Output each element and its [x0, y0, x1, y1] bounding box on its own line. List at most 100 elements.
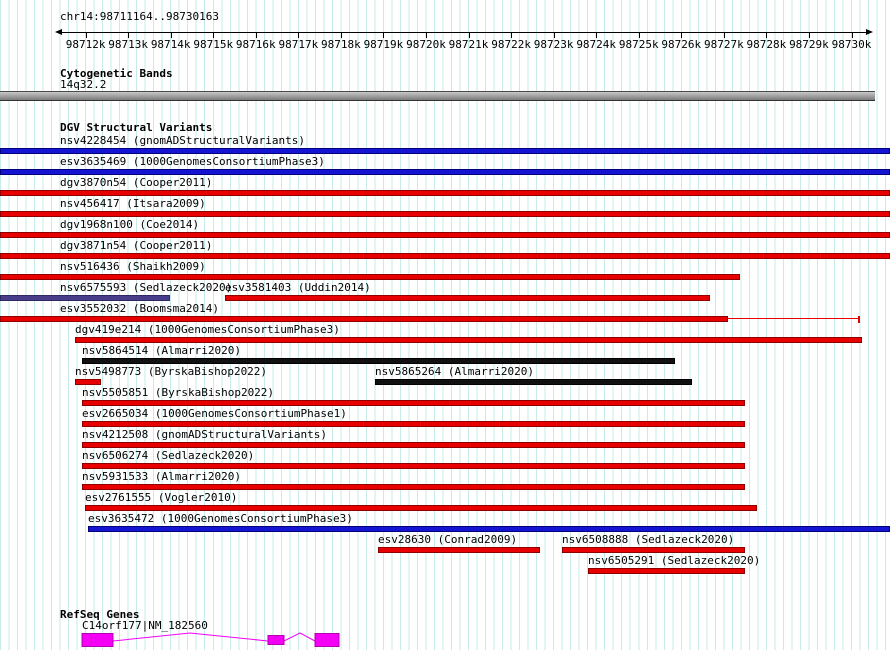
ruler-tick: [255, 32, 257, 38]
ruler-tick-label: 98730k: [831, 38, 872, 51]
variant-label[interactable]: dgv3871n54 (Cooper2011): [60, 239, 213, 252]
ruler-tick: [723, 32, 725, 38]
variant-bar[interactable]: [225, 295, 710, 301]
exon-box[interactable]: [267, 635, 285, 645]
ruler-tick-label: 98726k: [661, 38, 702, 51]
cytoband-label: 14q32.2: [60, 78, 107, 91]
variant-label[interactable]: nsv5931533 (Almarri2020): [82, 470, 241, 483]
ruler-tick: [426, 32, 427, 38]
variant-extension-endcap: [858, 316, 860, 323]
variant-label[interactable]: nsv4228454 (gnomADStructuralVariants): [60, 134, 306, 147]
ruler-tick-label: 98713k: [108, 38, 149, 51]
ruler-tick: [85, 32, 87, 38]
variant-label[interactable]: nsv456417 (Itsara2009): [60, 197, 206, 210]
intron-line: [112, 632, 269, 642]
variant-bar[interactable]: [0, 190, 890, 196]
ruler-tick-label: 98722k: [491, 38, 531, 51]
ruler-tick: [128, 32, 130, 38]
variant-label[interactable]: nsv6575593 (Sedlazeck2020): [60, 281, 233, 294]
variant-label[interactable]: nsv6505291 (Sedlazeck2020): [588, 554, 761, 567]
variant-bar[interactable]: [0, 148, 890, 154]
ruler-tick-label: 98715k: [193, 38, 234, 51]
variant-bar[interactable]: [0, 211, 890, 217]
variant-label[interactable]: nsv5865264 (Almarri2020): [375, 365, 534, 378]
ruler-tick-label: 98724k: [576, 38, 617, 51]
variant-bar[interactable]: [75, 379, 101, 385]
variant-label[interactable]: esv2665034 (1000GenomesConsortiumPhase1): [82, 407, 347, 420]
variant-bar[interactable]: [0, 274, 740, 280]
variant-bar[interactable]: [562, 547, 745, 553]
variant-bar[interactable]: [88, 526, 890, 532]
variant-bar[interactable]: [375, 379, 692, 385]
ruler-tick-label: 98725k: [618, 38, 659, 51]
refseq-genes-title: RefSeq Genes: [60, 608, 140, 621]
ruler-tick-label: 98721k: [448, 38, 489, 51]
variant-label[interactable]: esv3635469 (1000GenomesConsortiumPhase3): [60, 155, 325, 168]
ruler-tick-label: 98714k: [150, 38, 191, 51]
ruler-tick: [383, 32, 385, 38]
ruler-tick-label: 98727k: [703, 38, 744, 51]
ruler-tick: [298, 32, 300, 38]
variant-label[interactable]: dgv3870n54 (Cooper2011): [60, 176, 213, 189]
variant-label[interactable]: nsv4212508 (gnomADStructuralVariants): [82, 428, 328, 441]
variant-label[interactable]: nsv5505851 (ByrskaBishop2022): [82, 386, 275, 399]
ruler-tick-label: 98728k: [746, 38, 787, 51]
ruler-tick: [553, 32, 555, 38]
ruler-tick: [468, 32, 470, 38]
variant-bar[interactable]: [0, 316, 728, 322]
ruler-tick: [808, 32, 810, 38]
ruler-tick: [681, 32, 683, 38]
variant-label[interactable]: esv3552032 (Boomsma2014): [60, 302, 219, 315]
gene-label[interactable]: C14orf177|NM_182560: [82, 619, 208, 632]
variant-label[interactable]: esv3581403 (Uddin2014): [225, 281, 371, 294]
variant-bar[interactable]: [0, 295, 170, 301]
ruler-tick: [766, 32, 768, 38]
variant-bar[interactable]: [82, 484, 745, 490]
ruler-tick: [340, 32, 342, 38]
variant-label[interactable]: nsv516436 (Shaikh2009): [60, 260, 206, 273]
variant-label[interactable]: dgv1968n100 (Coe2014): [60, 218, 200, 231]
ruler-tick-label: 98717k: [278, 38, 319, 51]
variant-bar[interactable]: [85, 505, 757, 511]
variant-bar[interactable]: [82, 463, 745, 469]
ruler-tick-label: 98718k: [321, 38, 361, 51]
cytogenetic-bands-title: Cytogenetic Bands: [60, 67, 173, 80]
variant-bar[interactable]: [0, 169, 890, 175]
variant-bar[interactable]: [82, 442, 745, 448]
variant-label[interactable]: nsv5864514 (Almarri2020): [82, 344, 241, 357]
ruler-tick-label: 98729k: [789, 38, 829, 51]
variant-bar[interactable]: [75, 337, 862, 343]
gene-glyph[interactable]: [0, 628, 360, 650]
variant-label[interactable]: nsv6506274 (Sedlazeck2020): [82, 449, 255, 462]
ruler-tick: [851, 32, 853, 38]
ruler-left-arrow-icon: [55, 29, 62, 35]
variant-bar[interactable]: [0, 232, 890, 238]
variant-bar[interactable]: [82, 400, 745, 406]
variant-bar[interactable]: [588, 568, 745, 574]
variant-label[interactable]: nsv6508888 (Sedlazeck2020): [562, 533, 735, 546]
variant-label[interactable]: esv3635472 (1000GenomesConsortiumPhase3): [88, 512, 353, 525]
variant-label[interactable]: dgv419e214 (1000GenomesConsortiumPhase3): [75, 323, 340, 336]
variant-label[interactable]: esv28630 (Conrad2009): [378, 533, 518, 546]
variant-bar[interactable]: [0, 253, 890, 259]
variant-label[interactable]: nsv5498773 (ByrskaBishop2022): [75, 365, 268, 378]
variant-label[interactable]: esv2761555 (Vogler2010): [85, 491, 238, 504]
ruler-tick: [596, 32, 598, 38]
variant-bar[interactable]: [82, 358, 675, 364]
ruler-tick: [511, 32, 513, 38]
ruler-tick: [638, 32, 640, 38]
intron-line: [283, 632, 316, 642]
exon-box[interactable]: [81, 633, 114, 647]
ruler-tick-label: 98716k: [235, 38, 276, 51]
ruler-line: [62, 32, 866, 33]
variant-bar[interactable]: [378, 547, 540, 553]
region-label: chr14:98711164..98730163: [60, 10, 219, 23]
ruler-tick-label: 98723k: [533, 38, 574, 51]
ruler-right-arrow-icon: [866, 29, 873, 35]
ruler-tick-label: 98719k: [363, 38, 404, 51]
ruler-tick-label: 98720k: [406, 38, 446, 51]
variant-bar[interactable]: [82, 421, 745, 427]
exon-box[interactable]: [314, 633, 340, 647]
